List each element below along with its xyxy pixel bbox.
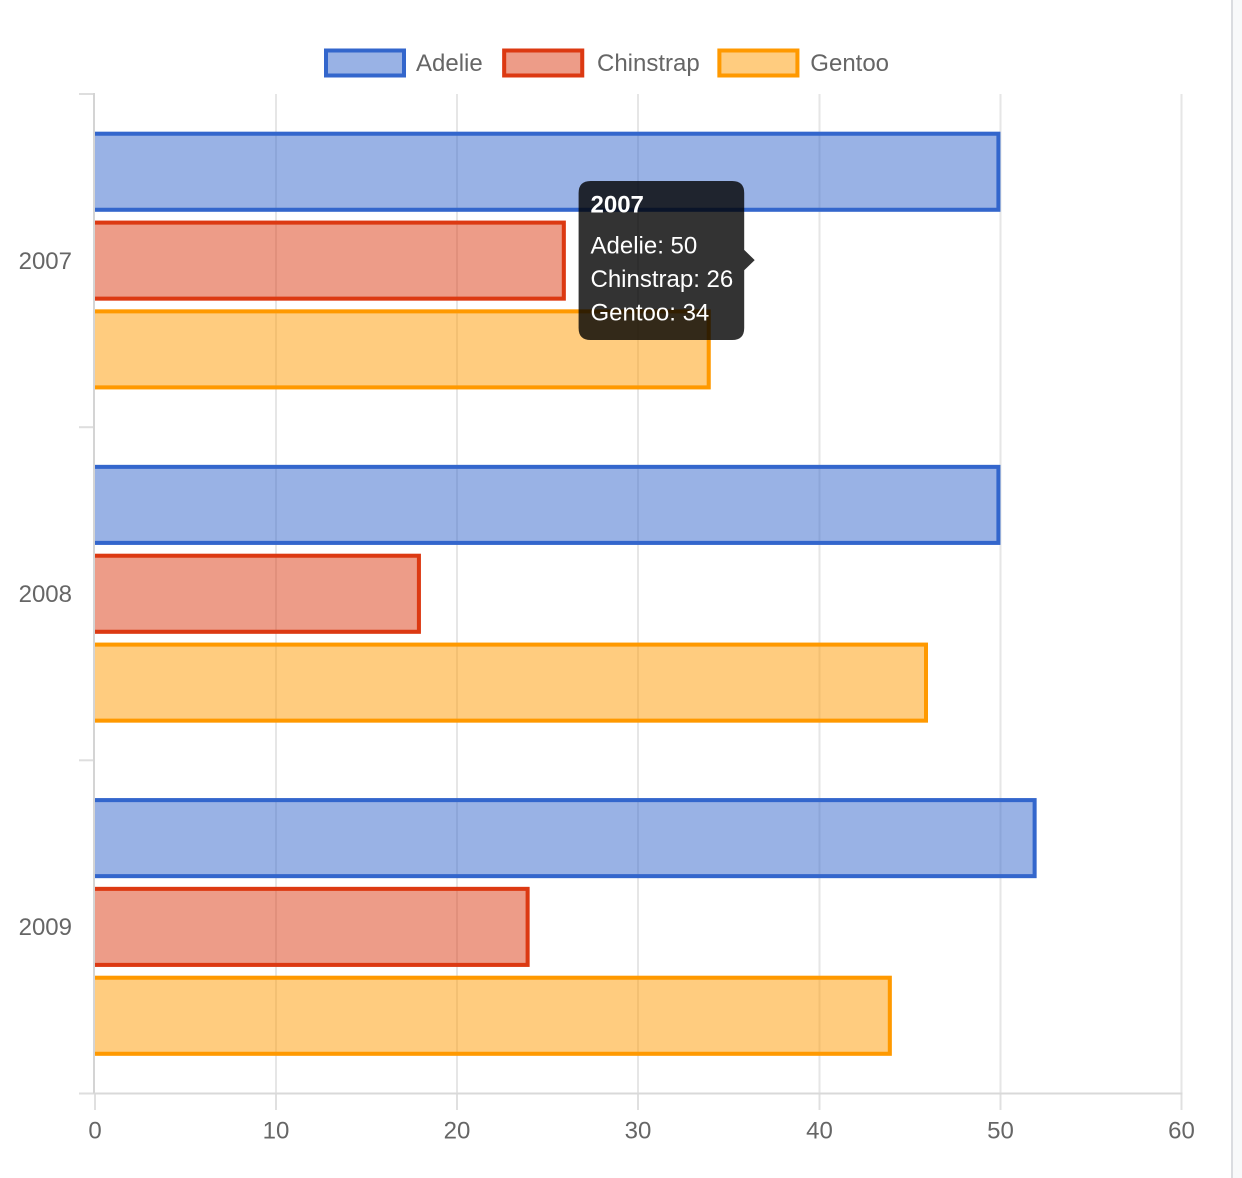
svg-text:Chinstrap: 26: Chinstrap: 26 [591,266,734,293]
svg-text:Adelie: 50: Adelie: 50 [591,233,698,260]
svg-text:Chinstrap: Chinstrap [597,50,700,77]
svg-text:2007: 2007 [19,248,72,275]
svg-text:Gentoo: Gentoo [810,50,889,77]
svg-text:10: 10 [263,1118,290,1145]
svg-text:2008: 2008 [19,581,72,608]
svg-text:30: 30 [625,1118,652,1145]
svg-text:40: 40 [806,1118,833,1145]
svg-text:60: 60 [1168,1118,1195,1145]
svg-text:2007: 2007 [591,192,644,219]
svg-text:0: 0 [88,1118,101,1145]
svg-text:50: 50 [987,1118,1014,1145]
svg-text:Adelie: Adelie [416,50,483,77]
svg-text:2009: 2009 [19,914,72,941]
svg-text:Gentoo: 34: Gentoo: 34 [591,300,710,327]
svg-text:20: 20 [444,1118,471,1145]
